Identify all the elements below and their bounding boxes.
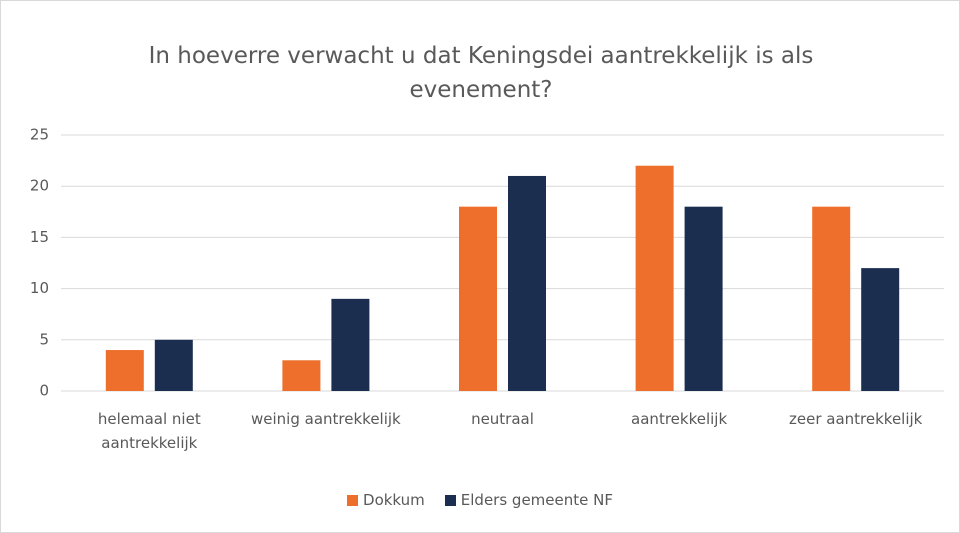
x-tick-label: aantrekkelijk — [631, 410, 728, 428]
legend: Dokkum Elders gemeente NF — [1, 491, 959, 509]
legend-item: Dokkum — [347, 491, 425, 509]
bar — [684, 206, 723, 391]
x-tick-label: zeer aantrekkelijk — [789, 410, 923, 428]
x-tick-label: helemaal niet aantrekkelijk — [97, 410, 201, 452]
y-tick-label: 10 — [30, 279, 49, 297]
legend-item: Elders gemeente NF — [444, 491, 613, 509]
bar — [861, 268, 900, 391]
y-tick-label: 25 — [30, 126, 49, 144]
bar — [508, 175, 546, 391]
bar — [812, 206, 851, 391]
bar — [635, 165, 674, 391]
x-tick-label: neutraal — [471, 410, 534, 428]
legend-swatch — [444, 494, 456, 506]
chart-title: In hoeverre verwacht u dat Keningsdei aa… — [148, 43, 814, 103]
y-tick-label: 0 — [39, 382, 49, 400]
legend-swatch — [347, 494, 359, 506]
legend-label: Dokkum — [363, 491, 425, 509]
bar — [154, 339, 193, 391]
legend-label: Elders gemeente NF — [460, 491, 613, 509]
y-tick-label: 15 — [30, 228, 49, 246]
y-tick-label: 20 — [30, 177, 49, 195]
y-tick-label: 5 — [39, 330, 49, 348]
bar — [105, 350, 144, 391]
bar — [459, 206, 497, 391]
x-tick-label: weinig aantrekkelijk — [251, 410, 401, 428]
bar — [331, 298, 370, 391]
bar — [282, 360, 321, 391]
